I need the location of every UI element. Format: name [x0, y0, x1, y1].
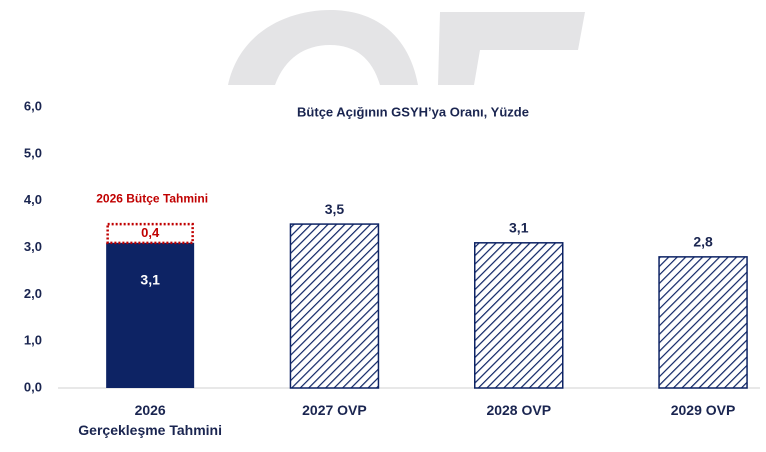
x-tick-label: 2026 Gerçekleşme Tahmini [78, 402, 222, 438]
x-tick-label: 2028 OVP [486, 402, 552, 418]
y-tick-label: 5,0 [24, 145, 42, 160]
y-tick-label: 0,0 [24, 379, 42, 394]
value-label: 3,1 [140, 272, 160, 288]
y-tick-label: 4,0 [24, 192, 42, 207]
bar [474, 242, 564, 389]
value-label: 3,1 [509, 220, 529, 236]
bar [658, 256, 748, 389]
value-label: 3,5 [325, 201, 345, 217]
y-tick-label: 1,0 [24, 333, 42, 348]
value-label: 0,4 [141, 225, 160, 240]
bar [106, 242, 195, 388]
budget-name: 2026 Bütçe Tahmini [96, 191, 208, 205]
value-label: 2,8 [693, 234, 713, 250]
y-tick-label: 3,0 [24, 239, 42, 254]
x-tick-label: 2029 OVP [670, 402, 736, 418]
y-tick-label: 6,0 [24, 98, 42, 113]
x-tick-label: 2027 OVP [302, 402, 367, 418]
chart-title: Bütçe Açığının GSYH’ya Oranı, Yüzde [297, 104, 529, 119]
y-tick-label: 2,0 [24, 286, 42, 301]
bar [289, 223, 380, 389]
watermark [228, 10, 585, 85]
